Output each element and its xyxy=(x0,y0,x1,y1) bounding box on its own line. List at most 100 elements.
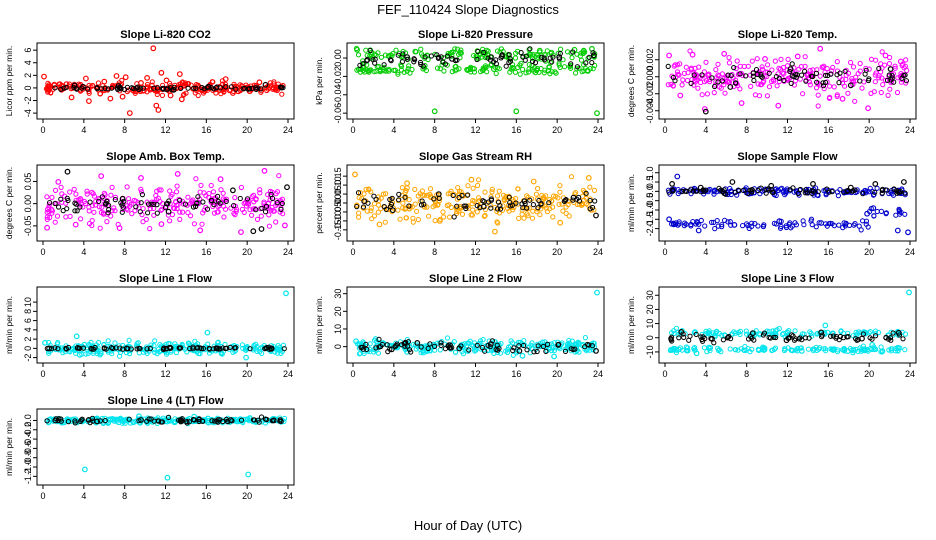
data-point xyxy=(788,347,795,353)
data-point xyxy=(733,77,739,83)
data-point xyxy=(138,189,144,195)
y-axis-label: ml/min per min. xyxy=(314,296,324,354)
data-point xyxy=(384,342,390,348)
y-tick-label: 4 xyxy=(23,327,33,332)
data-point xyxy=(528,342,534,348)
x-tick-label: 16 xyxy=(823,247,833,257)
data-point xyxy=(876,65,882,72)
data-point xyxy=(87,199,93,205)
data-point xyxy=(385,67,392,74)
data-point xyxy=(894,89,901,96)
data-point xyxy=(520,205,526,211)
data-point xyxy=(206,194,212,200)
data-point xyxy=(530,202,537,208)
data-point xyxy=(126,110,133,116)
x-tick-label: 16 xyxy=(201,491,211,501)
data-point xyxy=(552,69,558,75)
data-point xyxy=(123,345,130,352)
y-tick-label: 6 xyxy=(23,318,33,323)
data-point xyxy=(800,331,806,337)
plot-frame xyxy=(36,42,295,120)
panel-5: Slope Gas Stream RH 0 4 8 12 16 20 24 -0.15-0.10… xyxy=(314,151,605,257)
x-tick-label: 8 xyxy=(122,125,127,135)
data-point xyxy=(480,203,487,210)
data-point xyxy=(488,205,494,211)
series-mean xyxy=(665,61,910,115)
data-point xyxy=(105,338,111,344)
panel-9: Slope Line 3 Flow 0 4 8 12 16 20 24 -10 0 10 20 30 ml… xyxy=(626,273,917,379)
data-point xyxy=(712,83,718,90)
series-mean xyxy=(666,179,908,197)
data-point xyxy=(702,223,708,229)
data-point xyxy=(166,198,172,204)
data-point xyxy=(151,85,157,91)
data-point xyxy=(899,75,905,81)
data-point xyxy=(471,53,477,59)
series-mean xyxy=(668,329,906,346)
panel-title: Slope Li-820 CO2 xyxy=(120,29,210,41)
data-point xyxy=(460,351,466,357)
data-point xyxy=(902,63,909,70)
x-tick-label: 24 xyxy=(905,369,915,379)
x-tick-label: 20 xyxy=(864,247,874,257)
y-tick-label: 0.002 xyxy=(645,48,655,71)
data-point xyxy=(830,333,837,339)
data-point xyxy=(434,65,441,71)
panel-title: Slope Line 3 Flow xyxy=(741,273,834,285)
data-point xyxy=(278,84,285,91)
data-point xyxy=(105,210,111,216)
data-point xyxy=(138,174,144,181)
data-point xyxy=(459,211,466,217)
data-point xyxy=(711,90,717,96)
data-point xyxy=(530,178,537,185)
data-point xyxy=(726,55,732,61)
data-point xyxy=(716,330,723,337)
data-point xyxy=(546,200,552,206)
data-point xyxy=(726,333,732,340)
data-point xyxy=(697,184,704,191)
data-point xyxy=(74,345,81,351)
data-point xyxy=(902,347,908,353)
data-point xyxy=(382,219,388,225)
data-point xyxy=(878,208,885,214)
data-point xyxy=(94,418,100,425)
data-point xyxy=(276,173,282,179)
data-point xyxy=(823,72,829,79)
data-point xyxy=(274,200,280,206)
data-point xyxy=(493,70,499,77)
data-point xyxy=(895,329,902,336)
series-raw xyxy=(353,45,600,117)
data-point xyxy=(144,346,150,352)
data-point xyxy=(71,82,78,89)
series-mean xyxy=(47,168,290,235)
data-point xyxy=(107,95,114,102)
data-point xyxy=(174,170,181,177)
data-point xyxy=(536,197,542,204)
data-point xyxy=(238,184,244,191)
data-point xyxy=(817,73,823,79)
data-point xyxy=(511,345,517,351)
data-point xyxy=(543,205,549,211)
data-point xyxy=(204,206,211,212)
data-point xyxy=(262,81,269,88)
data-point xyxy=(781,347,788,354)
y-tick-label: 0.5 xyxy=(645,176,655,189)
x-tick-label: 20 xyxy=(552,369,562,379)
data-point xyxy=(476,195,482,201)
data-point xyxy=(213,85,219,91)
series-mean xyxy=(358,336,599,355)
data-point xyxy=(404,54,411,60)
data-point xyxy=(250,228,257,235)
data-point xyxy=(831,84,837,90)
panel-10: Slope Line 4 (LT) Flow 0 4 8 12 16 20 24 -1.2-1.… xyxy=(4,395,295,501)
data-point xyxy=(388,346,395,353)
data-point xyxy=(229,90,236,96)
data-point xyxy=(809,222,815,228)
data-point xyxy=(822,346,828,352)
data-point xyxy=(902,211,908,217)
data-point xyxy=(873,57,879,63)
data-point xyxy=(283,290,289,297)
data-point xyxy=(589,204,596,211)
data-point xyxy=(512,69,519,75)
data-point xyxy=(438,54,444,60)
